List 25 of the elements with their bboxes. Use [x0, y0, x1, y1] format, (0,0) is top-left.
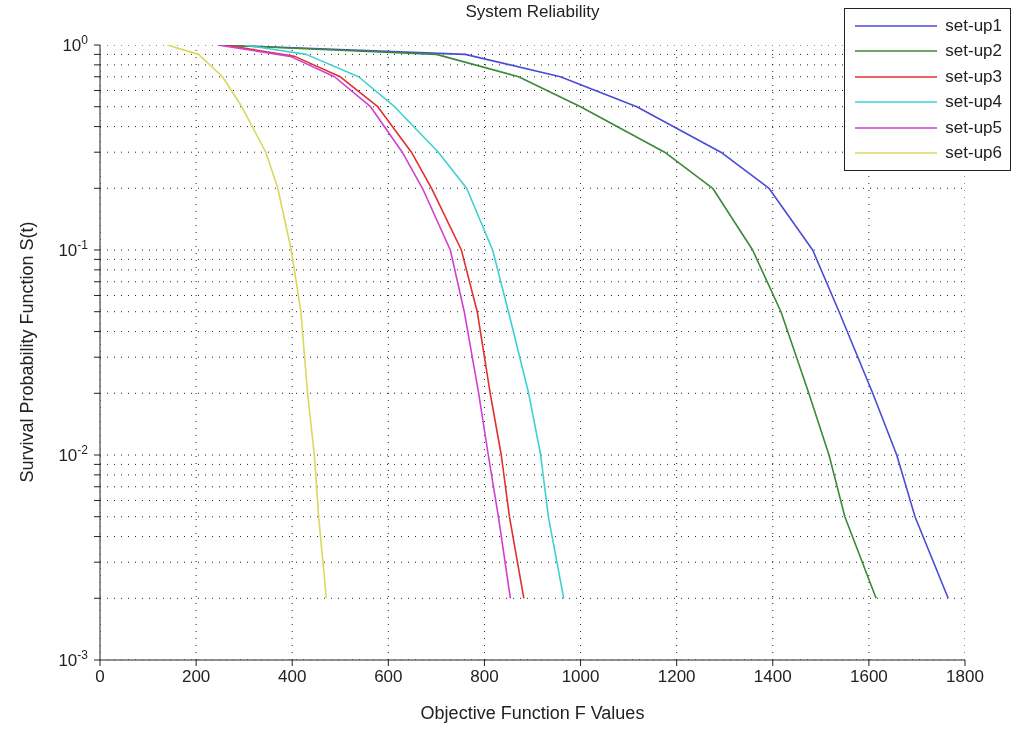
legend-label: set-up2 — [945, 41, 1002, 62]
legend-label: set-up6 — [945, 143, 1002, 164]
x-tick-label: 0 — [95, 667, 105, 686]
chart-title: System Reliability — [465, 2, 600, 21]
x-tick-label: 1000 — [561, 667, 600, 686]
y-tick-label: 10$^{-2}$ — [58, 443, 89, 465]
legend-label: set-up1 — [945, 15, 1002, 36]
legend-label: set-up5 — [945, 117, 1002, 138]
y-tick-label: 10$^{-1}$ — [58, 238, 89, 260]
line-series — [243, 45, 565, 600]
line-series — [166, 45, 328, 600]
legend-label: set-up3 — [945, 66, 1002, 87]
y-axis-title: Survival Probability Function S(t) — [16, 221, 38, 483]
x-tick-label: 1800 — [946, 667, 984, 686]
x-tick-label: 600 — [374, 667, 403, 686]
x-tick-label: 1200 — [657, 667, 696, 686]
x-tick-label: 200 — [181, 667, 211, 686]
y-tick-label: 10$^{-3}$ — [58, 648, 89, 670]
x-tick-label: 800 — [470, 667, 499, 686]
x-tick-label: 1600 — [849, 667, 888, 686]
x-axis-title: Objective Function F Values — [419, 703, 646, 724]
y-tick-label: 10$^{0}$ — [62, 33, 89, 55]
x-tick-label: 1400 — [753, 667, 792, 686]
x-tick-label: 400 — [278, 667, 307, 686]
legend-label: set-up4 — [945, 92, 1002, 113]
